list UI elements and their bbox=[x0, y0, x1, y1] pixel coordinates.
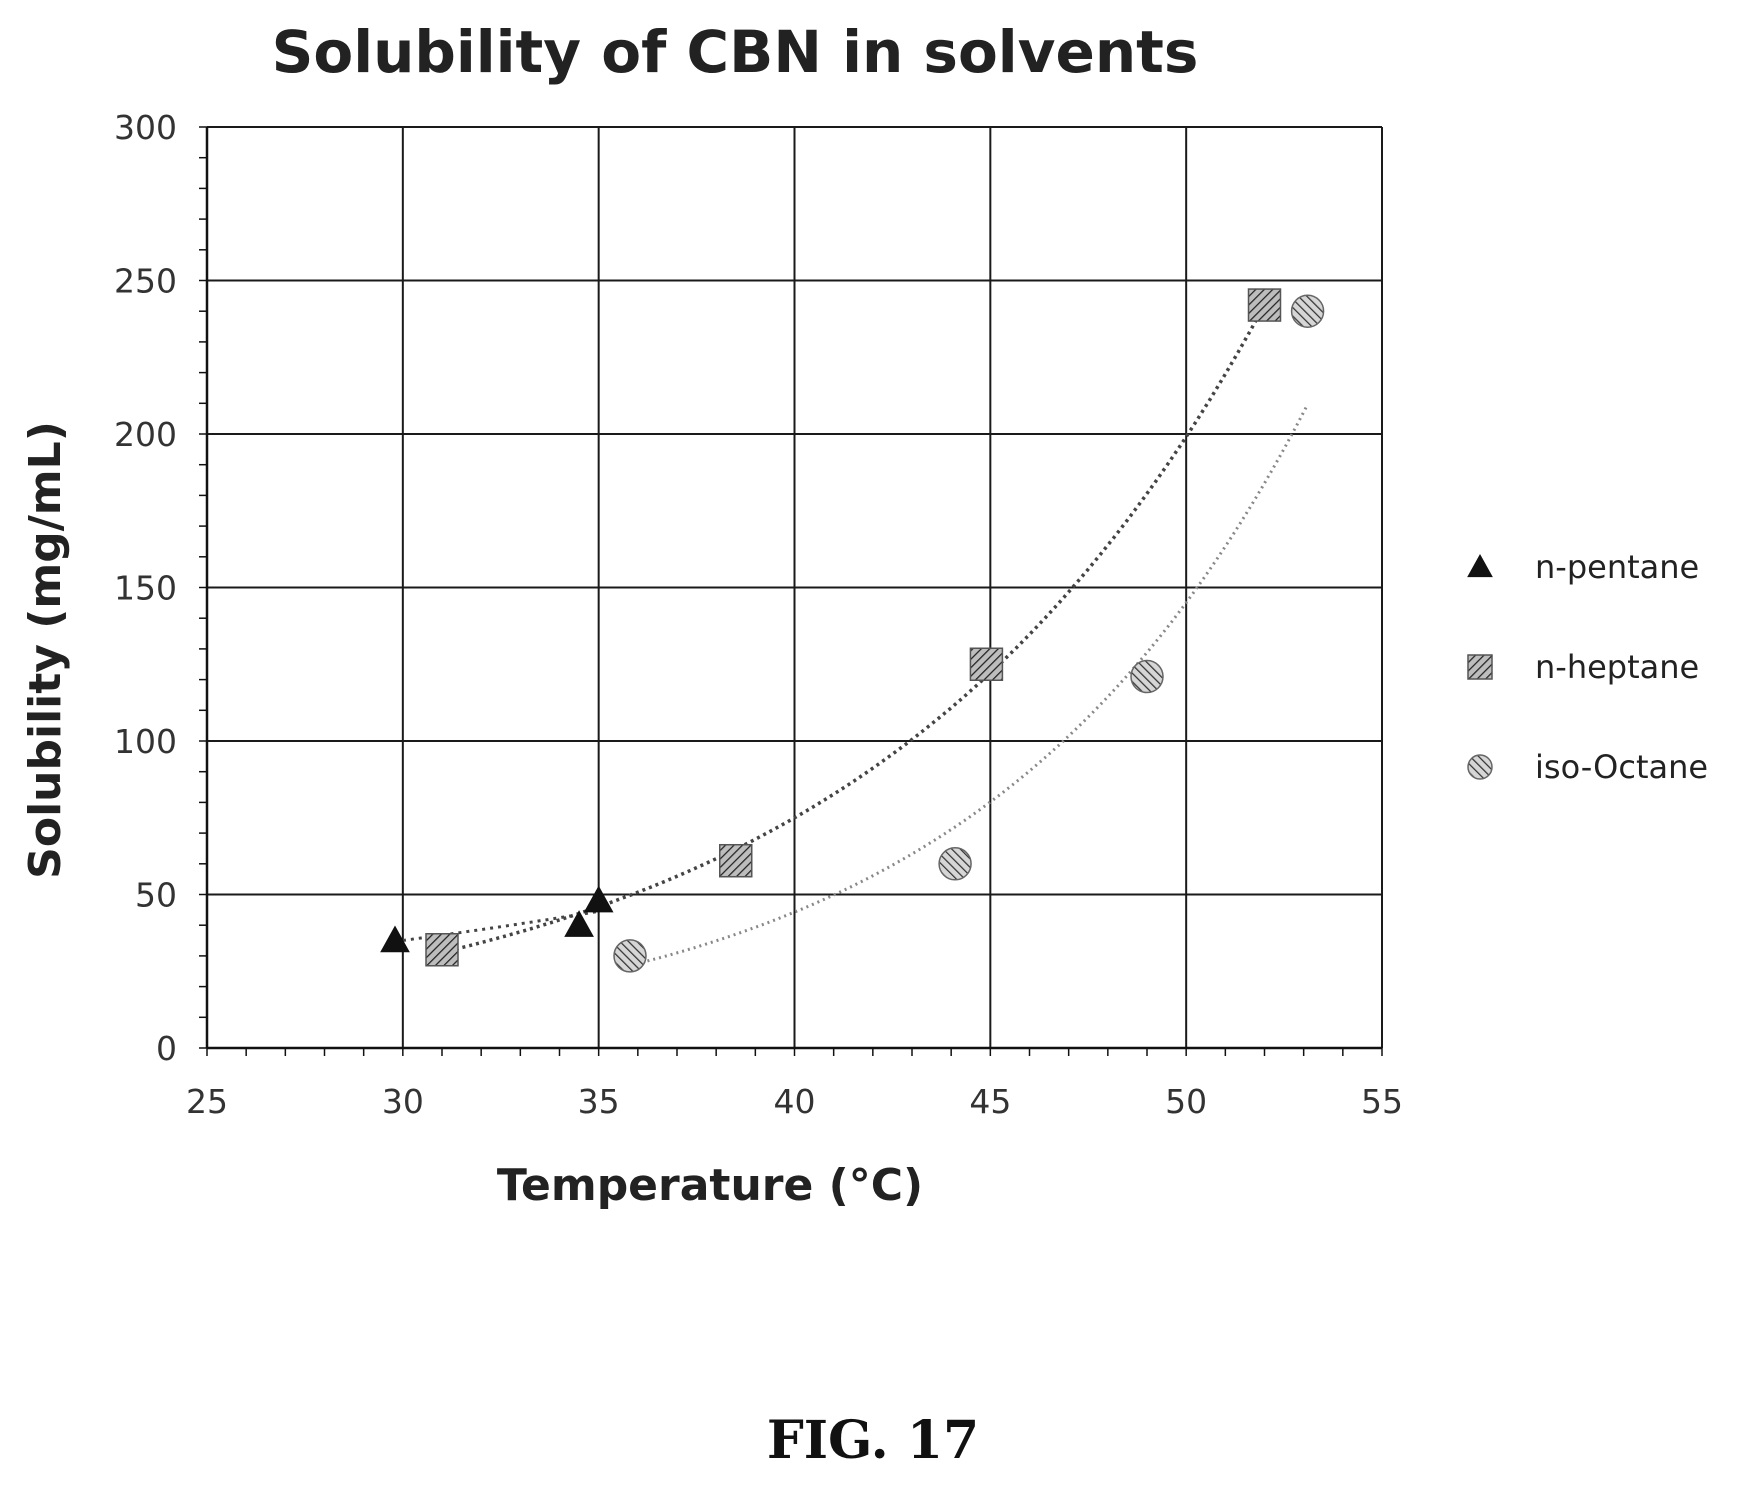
trendlines bbox=[394, 304, 1309, 967]
x-tick-label: 40 bbox=[774, 1082, 816, 1121]
legend: n-pentane n-heptane iso-Octane bbox=[1467, 548, 1708, 786]
trendline-iso-Octane bbox=[629, 403, 1309, 967]
data-point-n-heptane bbox=[425, 933, 459, 967]
data-point-n-pentane bbox=[564, 910, 594, 937]
legend-label-n-heptane: n-heptane bbox=[1535, 648, 1699, 686]
legend-marker-iso-Octane bbox=[1467, 754, 1493, 780]
legend-marker-n-pentane bbox=[1467, 553, 1493, 578]
y-tick-label: 150 bbox=[114, 569, 177, 608]
x-axis-title: Temperature (°C) bbox=[497, 1160, 923, 1211]
x-tick-label: 35 bbox=[578, 1082, 620, 1121]
x-tick-label: 50 bbox=[1165, 1082, 1207, 1121]
data-point-iso-Octane bbox=[613, 939, 647, 973]
figure-label: FIG. 17 bbox=[766, 1410, 980, 1471]
axes: 0 50 100 150 200 250 300 25 30 35 40 45 50 55 bbox=[114, 108, 1403, 1121]
data-points bbox=[380, 288, 1325, 973]
data-point-n-pentane bbox=[380, 925, 410, 953]
data-point-iso-Octane bbox=[938, 847, 972, 881]
x-tick-label: 45 bbox=[969, 1082, 1011, 1121]
y-tick-label: 50 bbox=[135, 876, 177, 915]
grid bbox=[206, 126, 1383, 1049]
data-point-n-heptane bbox=[719, 843, 753, 878]
x-tick-label: 25 bbox=[186, 1082, 228, 1121]
legend-marker-n-heptane bbox=[1467, 654, 1493, 680]
data-point-iso-Octane bbox=[1290, 294, 1325, 328]
data-point-n-heptane bbox=[1247, 288, 1282, 322]
data-point-iso-Octane bbox=[1130, 659, 1164, 694]
trendline-n-heptane bbox=[441, 304, 1267, 955]
x-tick-label: 30 bbox=[382, 1082, 424, 1121]
y-tick-label: 100 bbox=[114, 722, 177, 761]
data-point-n-heptane bbox=[969, 647, 1004, 681]
legend-label-n-pentane: n-pentane bbox=[1535, 548, 1699, 586]
y-tick-label: 0 bbox=[156, 1029, 177, 1068]
y-axis-title: Solubility (mg/mL) bbox=[20, 421, 71, 879]
y-tick-label: 300 bbox=[114, 108, 177, 147]
y-tick-label: 250 bbox=[114, 262, 177, 301]
legend-label-iso-Octane: iso-Octane bbox=[1535, 748, 1708, 786]
y-tick-label: 200 bbox=[114, 415, 177, 454]
x-tick-label: 55 bbox=[1361, 1082, 1403, 1121]
chart-title: Solubility of CBN in solvents bbox=[272, 18, 1199, 86]
data-point-n-pentane bbox=[583, 885, 614, 913]
